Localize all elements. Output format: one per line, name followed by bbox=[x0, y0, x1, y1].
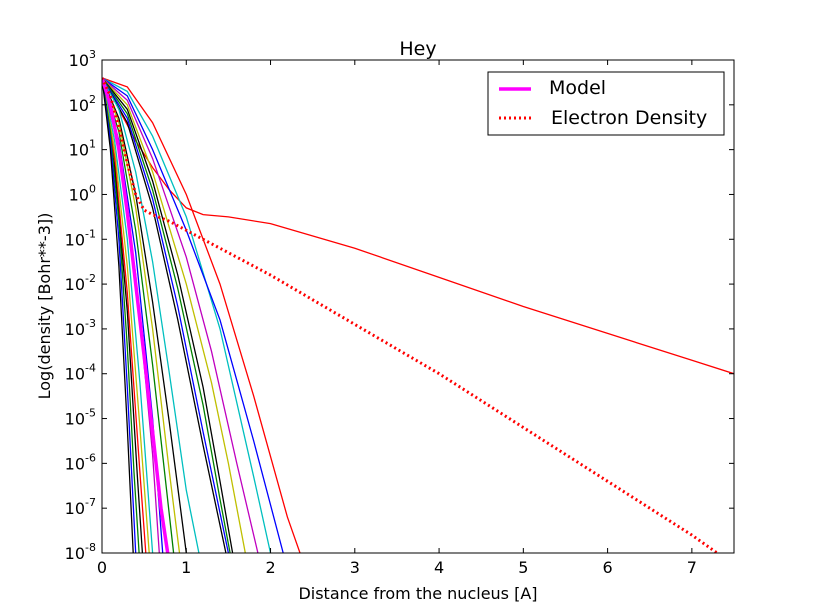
chart-title: Hey bbox=[399, 38, 436, 60]
x-tick-label: 3 bbox=[350, 558, 360, 577]
series-line-12 bbox=[102, 77, 200, 553]
series-line-4 bbox=[102, 77, 272, 553]
y-tick-label: 10-4 bbox=[65, 362, 96, 384]
series-line-9 bbox=[102, 77, 231, 553]
series-line-23 bbox=[102, 77, 137, 553]
y-tick-exponent: 3 bbox=[89, 48, 96, 61]
series-line-7 bbox=[102, 77, 246, 553]
x-tick-label: 6 bbox=[603, 558, 613, 577]
y-tick-base: 10 bbox=[69, 141, 89, 160]
series-line-22 bbox=[102, 77, 140, 553]
series-layer bbox=[102, 77, 734, 553]
x-tick-label: 5 bbox=[518, 558, 528, 577]
series-line-10 bbox=[102, 77, 230, 553]
series-line-2 bbox=[102, 77, 734, 375]
x-axis-label: Distance from the nucleus [A] bbox=[298, 584, 537, 603]
y-tick-exponent: -7 bbox=[85, 496, 96, 509]
ticks-layer: 0 1 2 3 4 5 6 710310210110010-110-210-310-410-5… bbox=[65, 48, 734, 577]
y-tick-base: 10 bbox=[65, 544, 85, 563]
y-tick-label: 100 bbox=[69, 182, 96, 204]
series-electron-density bbox=[102, 77, 718, 553]
plot-frame bbox=[101, 59, 735, 554]
x-tick-label: 1 bbox=[181, 558, 191, 577]
y-tick-base: 10 bbox=[65, 275, 85, 294]
plot-background bbox=[102, 60, 734, 553]
y-tick-label: 10-8 bbox=[65, 541, 96, 563]
y-tick-base: 10 bbox=[65, 230, 85, 249]
y-tick-exponent: -2 bbox=[85, 272, 96, 285]
x-tick-label: 7 bbox=[687, 558, 697, 577]
y-tick-label: 101 bbox=[69, 138, 96, 160]
y-tick-base: 10 bbox=[65, 454, 85, 473]
y-tick-base: 10 bbox=[69, 51, 89, 70]
y-tick-label: 10-5 bbox=[65, 407, 96, 429]
y-tick-exponent: 1 bbox=[89, 138, 96, 151]
y-tick-base: 10 bbox=[65, 499, 85, 518]
y-tick-label: 10-6 bbox=[65, 451, 96, 473]
series-line-6 bbox=[102, 77, 259, 553]
series-line-24 bbox=[102, 77, 134, 553]
x-tick-label: 4 bbox=[434, 558, 444, 577]
y-tick-base: 10 bbox=[69, 185, 89, 204]
y-tick-exponent: 2 bbox=[89, 93, 96, 106]
y-tick-exponent: 0 bbox=[89, 182, 96, 195]
series-line-18 bbox=[102, 77, 154, 553]
y-axis-label: Log(density [Bohr**-3]) bbox=[35, 213, 54, 400]
y-tick-base: 10 bbox=[65, 365, 85, 384]
x-tick-label: 2 bbox=[265, 558, 275, 577]
legend-label-model: Model bbox=[549, 77, 606, 99]
y-tick-label: 103 bbox=[69, 48, 96, 70]
y-tick-base: 10 bbox=[65, 410, 85, 429]
series-model bbox=[102, 77, 170, 553]
y-tick-base: 10 bbox=[65, 320, 85, 339]
y-tick-base: 10 bbox=[69, 96, 89, 115]
y-tick-label: 102 bbox=[69, 93, 96, 115]
series-line-11 bbox=[102, 77, 227, 553]
series-line-8 bbox=[102, 77, 234, 553]
y-tick-exponent: -8 bbox=[85, 541, 96, 554]
y-tick-exponent: -5 bbox=[85, 407, 96, 420]
y-tick-exponent: -1 bbox=[85, 227, 96, 240]
y-tick-label: 10-2 bbox=[65, 272, 96, 294]
y-tick-exponent: -3 bbox=[85, 317, 96, 330]
y-tick-label: 10-3 bbox=[65, 317, 96, 339]
y-tick-exponent: -6 bbox=[85, 451, 96, 464]
x-tick-label: 0 bbox=[97, 558, 107, 577]
legend-box bbox=[487, 71, 725, 136]
y-tick-label: 10-1 bbox=[65, 227, 96, 249]
series-line-19 bbox=[102, 77, 150, 553]
y-tick-label: 10-7 bbox=[65, 496, 96, 518]
legend-label-electron-density: Electron Density bbox=[551, 107, 707, 129]
legend: Model Electron Density bbox=[487, 71, 725, 136]
y-tick-exponent: -4 bbox=[85, 362, 96, 375]
